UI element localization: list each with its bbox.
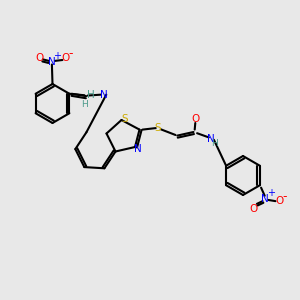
Text: H: H bbox=[82, 100, 88, 109]
Text: -: - bbox=[283, 190, 287, 203]
Text: -: - bbox=[68, 47, 73, 60]
Text: O: O bbox=[250, 204, 258, 214]
Text: O: O bbox=[35, 52, 43, 63]
Text: S: S bbox=[122, 113, 128, 124]
Text: N: N bbox=[261, 194, 269, 204]
Text: O: O bbox=[191, 113, 200, 124]
Text: O: O bbox=[61, 52, 70, 63]
Text: N: N bbox=[207, 134, 215, 144]
Text: S: S bbox=[155, 123, 161, 133]
Text: N: N bbox=[48, 57, 56, 67]
Text: +: + bbox=[53, 51, 61, 61]
Text: N: N bbox=[100, 90, 107, 100]
Text: H: H bbox=[212, 140, 218, 148]
Text: O: O bbox=[275, 196, 284, 206]
Text: H: H bbox=[87, 90, 95, 100]
Text: +: + bbox=[267, 188, 275, 198]
Text: N: N bbox=[134, 143, 142, 154]
